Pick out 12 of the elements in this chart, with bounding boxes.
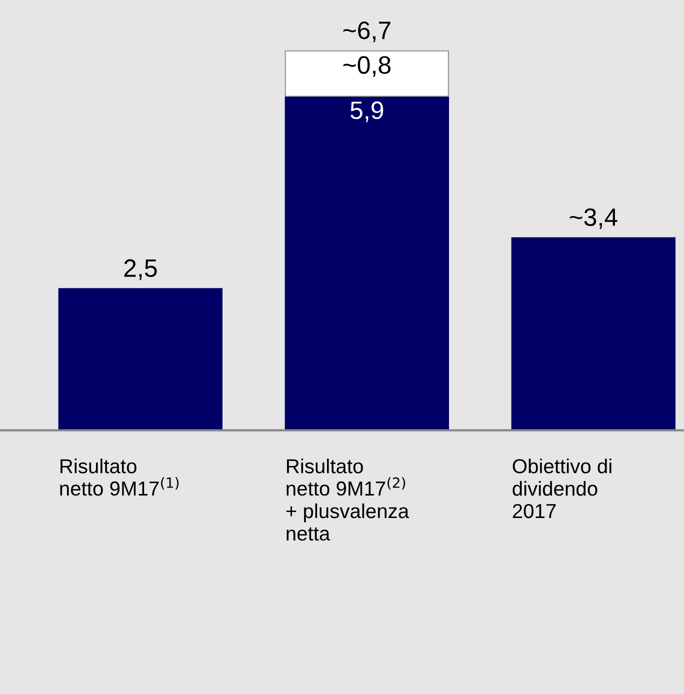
bar [58, 288, 223, 430]
bar [511, 237, 676, 430]
data-label: ~3,4 [570, 208, 618, 230]
data-label: 5,9 [350, 101, 384, 122]
total-label: ~6,7 [343, 22, 390, 42]
bar [284, 50, 450, 97]
bar [284, 96, 450, 430]
x-tick-label: Risultato netto 9M17$^{(2)}$ + plusvalenza netta [286, 458, 410, 541]
x-tick-label: Risultato netto 9M17$^{(1)}$ [60, 458, 179, 496]
data-label: ~0,8 [343, 56, 391, 77]
x-tick-label: Obiettivo di dividendo 2017 [512, 458, 612, 518]
data-label: 2,5 [124, 259, 157, 280]
